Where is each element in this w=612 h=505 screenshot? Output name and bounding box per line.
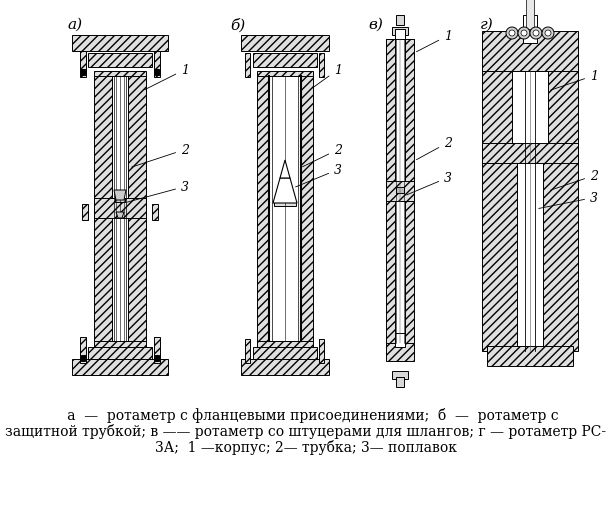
Text: 3: 3	[127, 181, 189, 203]
Text: г): г)	[480, 18, 494, 32]
Bar	[115, 198, 125, 203]
Bar	[526, 0, 534, 30]
Text: а  —  ротаметр с фланцевыми присоединениями;  б  —  ротаметр с: а — ротаметр с фланцевыми присоединениям…	[54, 407, 558, 422]
Bar	[548, 72, 578, 152]
Bar	[482, 152, 517, 351]
Bar	[257, 77, 269, 341]
Bar	[395, 30, 405, 44]
Text: 3: 3	[539, 191, 598, 209]
Bar	[386, 40, 414, 58]
Polygon shape	[114, 190, 126, 200]
Bar	[482, 72, 512, 152]
Bar	[82, 205, 88, 221]
Bar	[72, 36, 168, 52]
Bar	[81, 356, 85, 361]
Polygon shape	[273, 179, 297, 204]
Bar	[245, 339, 250, 363]
Bar	[241, 359, 329, 375]
Text: 1: 1	[313, 64, 342, 88]
Bar	[88, 54, 152, 68]
Bar	[128, 77, 146, 341]
Bar	[395, 333, 405, 347]
Text: 1: 1	[144, 64, 189, 90]
Circle shape	[521, 31, 527, 37]
Bar	[253, 54, 317, 68]
Bar	[152, 205, 158, 221]
Bar	[155, 356, 159, 361]
Bar	[245, 54, 250, 78]
Text: в): в)	[368, 18, 384, 32]
Bar	[396, 16, 404, 26]
Circle shape	[533, 31, 539, 37]
Bar	[94, 77, 112, 341]
Circle shape	[509, 31, 515, 37]
Bar	[482, 144, 578, 164]
Bar	[543, 152, 578, 351]
Bar	[94, 198, 146, 219]
Bar	[112, 77, 128, 341]
Bar	[269, 77, 301, 341]
Text: б): б)	[230, 18, 245, 32]
Bar	[301, 77, 313, 341]
Polygon shape	[280, 161, 290, 179]
Bar	[386, 343, 414, 361]
Bar	[274, 201, 296, 207]
Text: 2: 2	[132, 144, 189, 168]
Bar	[392, 28, 408, 36]
Bar	[482, 32, 578, 72]
Bar	[80, 337, 86, 363]
Bar	[523, 16, 537, 44]
Bar	[504, 36, 556, 44]
Text: 2: 2	[302, 144, 342, 168]
Bar	[155, 70, 159, 76]
Text: 3: 3	[296, 164, 342, 187]
Bar	[257, 72, 313, 82]
Bar	[319, 54, 324, 78]
Text: 1: 1	[417, 30, 452, 53]
Bar	[386, 40, 395, 343]
Bar	[241, 36, 329, 52]
Bar	[253, 347, 317, 361]
Circle shape	[530, 28, 542, 40]
Text: 3: 3	[406, 172, 452, 195]
Text: 2: 2	[551, 170, 598, 191]
Bar	[319, 339, 324, 363]
Circle shape	[545, 31, 551, 37]
Bar	[72, 359, 168, 375]
Bar	[81, 70, 85, 76]
Text: 2: 2	[416, 137, 452, 161]
Bar	[88, 347, 152, 361]
Text: 3А;  1 —корпус; 2— трубка; 3— поплавок: 3А; 1 —корпус; 2— трубка; 3— поплавок	[155, 439, 457, 454]
Bar	[154, 52, 160, 78]
Bar	[392, 371, 408, 379]
Bar	[487, 346, 573, 366]
Bar	[154, 337, 160, 363]
Text: 1: 1	[551, 70, 598, 91]
Bar	[525, 152, 535, 351]
Bar	[94, 341, 146, 351]
Polygon shape	[116, 213, 124, 219]
Bar	[517, 152, 543, 351]
Circle shape	[518, 28, 530, 40]
Circle shape	[506, 28, 518, 40]
Bar	[386, 182, 414, 201]
Text: защитной трубкой; в —— ротаметр со штуцерами для шлангов; г — ротаметр РС-: защитной трубкой; в —— ротаметр со штуце…	[6, 423, 606, 438]
Bar	[395, 40, 405, 343]
Bar	[396, 377, 404, 387]
Bar	[512, 72, 548, 152]
Circle shape	[542, 28, 554, 40]
Bar	[94, 72, 146, 82]
Text: а): а)	[67, 18, 83, 32]
Bar	[396, 188, 404, 193]
Bar	[405, 40, 414, 343]
Bar	[80, 52, 86, 78]
Bar	[257, 341, 313, 351]
